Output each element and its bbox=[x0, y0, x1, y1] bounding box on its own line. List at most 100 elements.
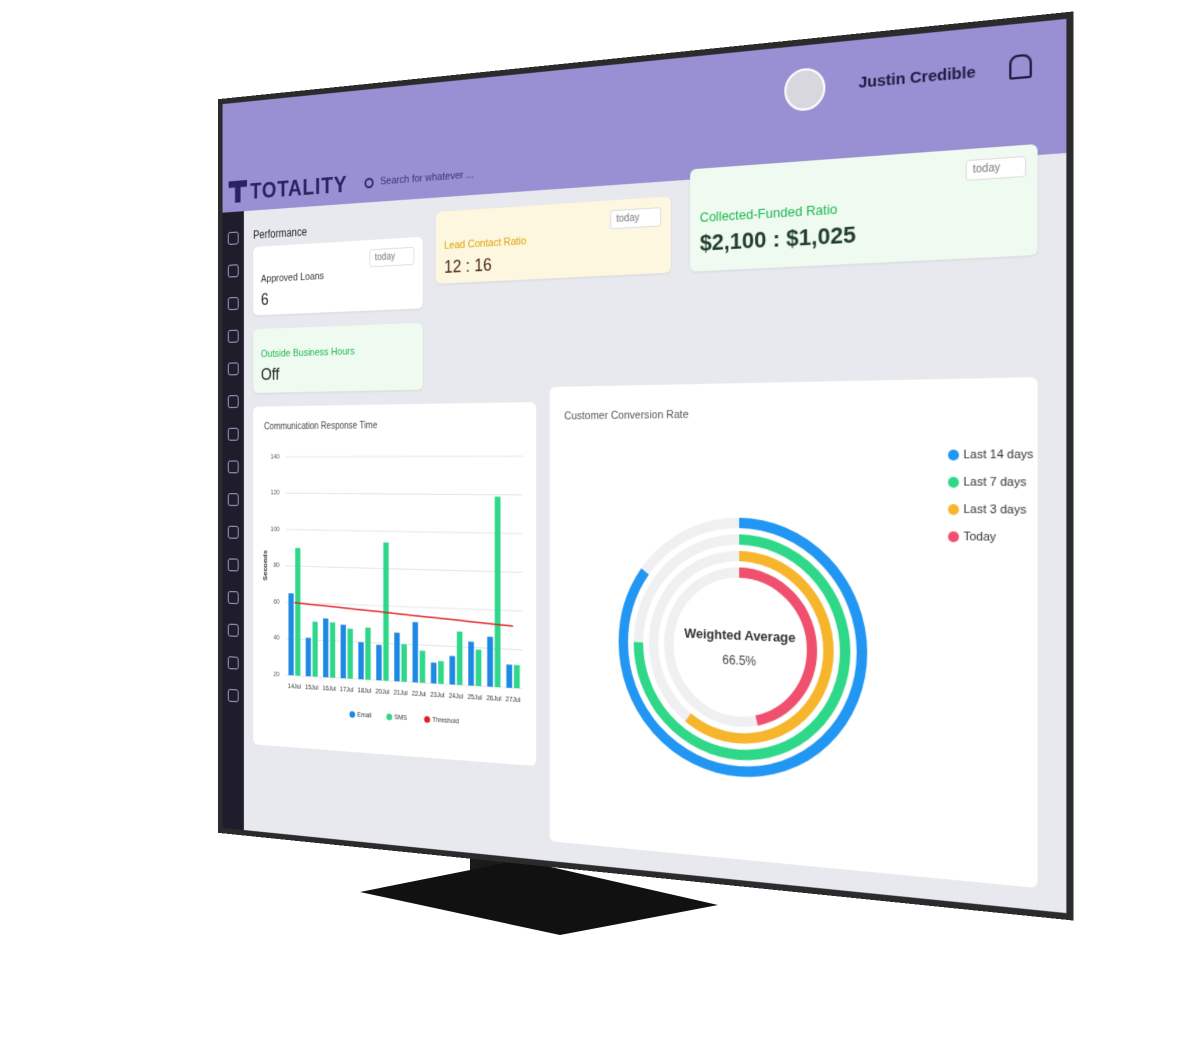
x-tick-label: 24Jul bbox=[449, 692, 463, 700]
card-value: Off bbox=[260, 364, 280, 384]
bar bbox=[487, 636, 493, 687]
bar bbox=[449, 655, 456, 685]
bar bbox=[312, 621, 318, 677]
grid-line bbox=[286, 602, 523, 611]
bar bbox=[305, 637, 311, 677]
nav-icon[interactable] bbox=[227, 558, 239, 572]
grid-line bbox=[286, 493, 523, 495]
card-label: Approved Loans bbox=[260, 270, 325, 285]
x-tick-label: 21Jul bbox=[394, 689, 408, 697]
x-tick-label: 15Jul bbox=[305, 684, 318, 692]
nav-icon[interactable] bbox=[227, 525, 239, 539]
bar bbox=[295, 547, 301, 676]
y-tick-label: 60 bbox=[273, 598, 279, 605]
grid-line bbox=[286, 456, 523, 457]
bar bbox=[347, 628, 353, 679]
card-label: Outside Business Hours bbox=[260, 345, 355, 360]
filter-dropdown[interactable]: today bbox=[609, 207, 662, 230]
y-tick-label: 120 bbox=[270, 490, 279, 497]
tv-screen: TOTALITY Search for whatever ... Justin … bbox=[217, 11, 1074, 921]
bar bbox=[438, 660, 444, 685]
bar bbox=[376, 644, 382, 681]
x-tick-label: 20Jul bbox=[376, 688, 390, 696]
legend-swatch bbox=[947, 531, 959, 543]
nav-icon[interactable] bbox=[227, 427, 239, 441]
bar bbox=[358, 642, 364, 680]
sidebar bbox=[222, 211, 244, 831]
nav-icon[interactable] bbox=[227, 688, 239, 703]
bar bbox=[412, 622, 419, 683]
nav-icon[interactable] bbox=[227, 460, 239, 474]
legend-label: Last 7 days bbox=[963, 476, 1026, 489]
card-value: $2,100 : $1,025 bbox=[699, 221, 856, 256]
x-tick-label: 27Jul bbox=[506, 696, 521, 704]
nav-icon[interactable] bbox=[227, 395, 239, 409]
card: Outside Business Hours Off bbox=[253, 322, 423, 394]
y-tick-label: 40 bbox=[273, 635, 279, 642]
legend-label: Last 14 days bbox=[963, 448, 1033, 461]
stand-base bbox=[360, 860, 718, 935]
y-axis-title: Seconds bbox=[261, 550, 269, 581]
nav-icon[interactable] bbox=[227, 362, 239, 376]
center-value: 66.5% bbox=[722, 654, 756, 669]
bar bbox=[340, 624, 346, 679]
nav-icon[interactable] bbox=[227, 329, 239, 343]
section-title: Performance bbox=[253, 225, 307, 242]
nav-icon[interactable] bbox=[227, 493, 239, 506]
filter-dropdown[interactable]: today bbox=[369, 246, 415, 268]
bar bbox=[456, 631, 463, 686]
x-tick-label: 23Jul bbox=[430, 691, 444, 699]
bar bbox=[475, 649, 482, 687]
nav-icon[interactable] bbox=[227, 296, 239, 311]
card-value: 6 bbox=[260, 290, 269, 309]
bar bbox=[468, 641, 474, 686]
nav-icon[interactable] bbox=[227, 231, 239, 245]
logo bbox=[229, 180, 247, 203]
legend-label: Threshold bbox=[432, 716, 459, 725]
bar bbox=[288, 593, 294, 676]
legend-swatch bbox=[349, 710, 356, 718]
legend-label: Last 3 days bbox=[963, 503, 1026, 517]
card-label: Lead Contact Ratio bbox=[444, 235, 527, 252]
y-tick-label: 140 bbox=[270, 453, 279, 460]
bar bbox=[365, 627, 371, 680]
radial-chart: Customer Conversion Rate Last 14 days Last… bbox=[564, 409, 1033, 888]
user-name[interactable]: Justin Credible bbox=[858, 63, 976, 93]
avatar[interactable] bbox=[784, 66, 826, 113]
nav-icon[interactable] bbox=[227, 656, 239, 670]
bar bbox=[401, 644, 407, 682]
legend-label: SMS bbox=[394, 714, 407, 722]
x-tick-label: 18Jul bbox=[358, 687, 372, 695]
card: Approved Loans 6 today bbox=[253, 236, 423, 316]
bar bbox=[394, 632, 400, 682]
y-tick-label: 20 bbox=[273, 671, 279, 678]
center-label: Weighted Average bbox=[684, 626, 796, 646]
card-value: 12 : 16 bbox=[444, 254, 492, 277]
legend-swatch bbox=[947, 476, 959, 488]
x-tick-label: 17Jul bbox=[340, 686, 354, 694]
legend-swatch bbox=[386, 713, 393, 721]
chart-title: Communication Response Time bbox=[264, 420, 377, 431]
nav-icon[interactable] bbox=[227, 264, 239, 278]
search[interactable]: Search for whatever ... bbox=[365, 169, 474, 189]
legend-swatch bbox=[947, 449, 959, 461]
card-label: Collected-Funded Ratio bbox=[699, 201, 838, 226]
legend-label: Today bbox=[963, 531, 997, 545]
brand: TOTALITY bbox=[250, 172, 348, 205]
chart-panel: Customer Conversion Rate Last 14 days Last… bbox=[549, 377, 1038, 888]
legend-swatch bbox=[424, 715, 431, 723]
nav-icon[interactable] bbox=[227, 591, 239, 605]
legend-swatch bbox=[947, 504, 959, 516]
chart-title: Customer Conversion Rate bbox=[564, 409, 689, 423]
nav-icon[interactable] bbox=[227, 623, 239, 637]
x-tick-label: 25Jul bbox=[468, 694, 483, 702]
y-tick-label: 100 bbox=[270, 526, 279, 533]
bar bbox=[494, 496, 501, 688]
filter-dropdown[interactable]: today bbox=[965, 155, 1027, 181]
card: Lead Contact Ratio 12 : 16 today bbox=[435, 196, 671, 284]
x-tick-label: 14Jul bbox=[288, 683, 301, 691]
grid-line bbox=[286, 566, 523, 572]
notification-bell[interactable] bbox=[1009, 53, 1032, 80]
bar bbox=[513, 664, 520, 689]
